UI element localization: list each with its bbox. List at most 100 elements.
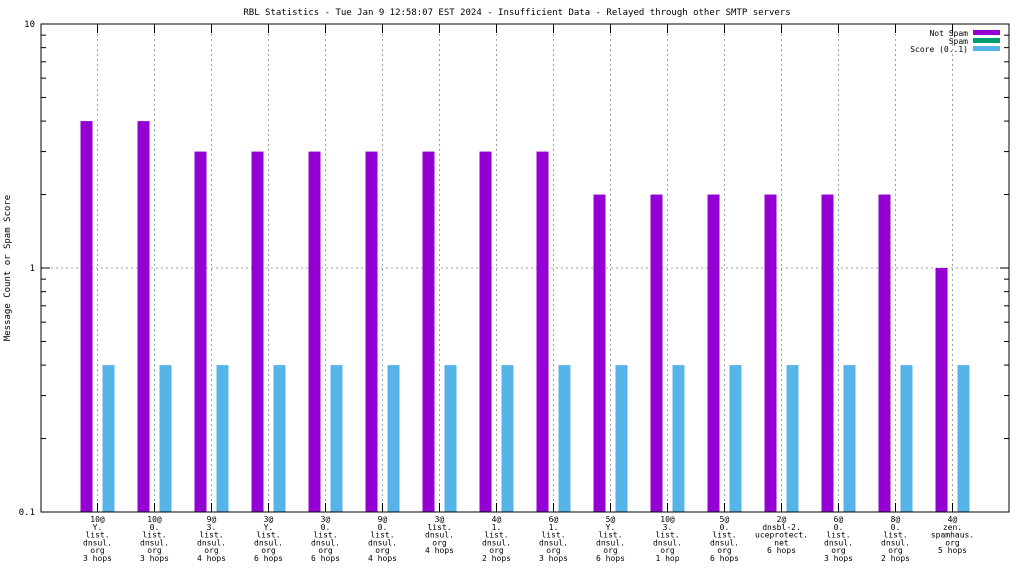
x-tick-label-line: org — [90, 546, 105, 555]
x-tick-label-line: 4 hops — [368, 554, 397, 563]
x-tick-label-line: 6 hops — [311, 554, 340, 563]
x-tick-label: 5@ Y. list. dnsul. org 6 hops — [596, 515, 625, 563]
x-tick-label-line: 1 hop — [655, 554, 679, 563]
grid-lines — [41, 24, 1009, 512]
bar-score-0-1 — [273, 365, 286, 512]
x-tick-label-line: org — [318, 546, 333, 555]
x-tick-label-line: 2@ — [777, 515, 787, 524]
x-tick-label-line: 4 hops — [197, 554, 226, 563]
bar-score-0-1 — [615, 365, 628, 512]
legend-swatch — [973, 38, 1000, 43]
bar-not-spam — [422, 151, 435, 513]
bar-not-spam — [536, 151, 549, 513]
bar-score-0-1 — [330, 365, 343, 512]
y-tick-label: 0.1 — [19, 508, 35, 518]
x-tick-label-line: 0. — [321, 523, 331, 532]
x-tick-label-line: 1. — [549, 523, 559, 532]
y-tick-labels: 0.1 1 10 — [19, 20, 35, 518]
x-tick-label-line: org — [888, 546, 903, 555]
x-tick-label-line: 10@ — [147, 515, 162, 524]
bar-not-spam — [137, 121, 150, 513]
x-tick-label-line: 5 hops — [938, 546, 967, 555]
x-tick-label-line: 3 hops — [83, 554, 112, 563]
bar-not-spam — [764, 194, 777, 512]
legend-swatch — [973, 46, 1000, 51]
x-tick-label: 4@ zen. spamhaus. org 5 hops — [931, 515, 974, 555]
x-tick-label-line: 0. — [834, 523, 844, 532]
x-tick-label-line: 5@ — [720, 515, 730, 524]
x-tick-label-line: 2 hops — [881, 554, 910, 563]
legend-label: Spam — [949, 37, 968, 46]
x-tick-label-line: dnsul. — [83, 538, 112, 547]
x-tick-label-line: dnsul. — [653, 538, 682, 547]
bar-not-spam — [935, 268, 948, 512]
bar-not-spam — [650, 194, 663, 512]
x-tick-label-line: dnsul. — [482, 538, 511, 547]
x-tick-label-line: 3@ — [264, 515, 274, 524]
x-tick-label-line: org — [204, 546, 219, 555]
x-tick-label-line: list. — [541, 531, 565, 540]
y-tick-label: 10 — [24, 20, 35, 30]
axis-ticks — [41, 23, 1009, 513]
x-tick-label-line: 3 hops — [140, 554, 169, 563]
bar-not-spam — [251, 151, 264, 513]
bar-not-spam — [479, 151, 492, 513]
x-tick-label-line: org — [546, 546, 561, 555]
x-tick-label-line: org — [831, 546, 846, 555]
y-axis-label: Message Count or Spam Score — [3, 195, 13, 341]
x-tick-label-line: list. — [199, 531, 223, 540]
x-tick-label-line: dnsul. — [824, 538, 853, 547]
x-tick-label-line: org — [717, 546, 732, 555]
bar-score-0-1 — [957, 365, 970, 512]
x-tick-label: 4@ 1. list. dnsul. org 2 hops — [482, 515, 511, 563]
bar-score-0-1 — [387, 365, 400, 512]
x-tick-label-line: list. — [85, 531, 109, 540]
x-tick-label-line: 1. — [492, 523, 502, 532]
x-tick-label-line: 6 hops — [710, 554, 739, 563]
x-tick-label-line: 6@ — [549, 515, 559, 524]
x-tick-label: 6@ 1. list. dnsul. org 3 hops — [539, 515, 568, 563]
x-tick-label-line: uceprotect. — [755, 531, 808, 540]
x-tick-label-line: list. — [712, 531, 736, 540]
x-tick-label-line: 2 hops — [482, 554, 511, 563]
x-tick-label-line: list. — [484, 531, 508, 540]
bar-not-spam — [308, 151, 321, 513]
x-tick-label-line: 3@ — [435, 515, 445, 524]
x-tick-label-line: Y. — [606, 523, 616, 532]
bar-score-0-1 — [444, 365, 457, 512]
x-tick-label-line: 10@ — [660, 515, 675, 524]
bar-not-spam — [194, 151, 207, 513]
bar-not-spam — [80, 121, 93, 513]
x-tick-label: 9@ 0. list. dnsul. org 4 hops — [368, 515, 397, 563]
x-tick-label-line: list. — [883, 531, 907, 540]
bar-score-0-1 — [558, 365, 571, 512]
x-tick-label-line: dnsul. — [710, 538, 739, 547]
bar-score-0-1 — [843, 365, 856, 512]
x-tick-label: 9@ 3. list. dnsul. org 4 hops — [197, 515, 226, 563]
x-tick-label-line: dnsul. — [197, 538, 226, 547]
x-tick-label-line: list. — [427, 523, 451, 532]
x-tick-label-line: Y. — [264, 523, 274, 532]
x-tick-label-line: list. — [313, 531, 337, 540]
x-tick-label-line: dnsul. — [368, 538, 397, 547]
bar-not-spam — [878, 194, 891, 512]
legend-label: Not Spam — [929, 29, 968, 38]
x-tick-label-line: list. — [655, 531, 679, 540]
bar-not-spam — [821, 194, 834, 512]
bar-score-0-1 — [501, 365, 514, 512]
x-tick-label-line: 8@ — [891, 515, 901, 524]
x-tick-label-line: 0. — [378, 523, 388, 532]
x-tick-label-line: 4@ — [492, 515, 502, 524]
x-tick-label-line: list. — [142, 531, 166, 540]
x-tick-label-line: dnsul. — [254, 538, 283, 547]
x-tick-label-line: dnsul. — [881, 538, 910, 547]
x-tick-label-line: 3 hops — [539, 554, 568, 563]
x-tick-label: 6@ 0. list. dnsul. org 3 hops — [824, 515, 853, 563]
x-tick-label-line: org — [603, 546, 618, 555]
x-tick-label-line: zen. — [943, 523, 962, 532]
x-tick-label-line: 0. — [150, 523, 160, 532]
x-tick-label-line: org — [945, 538, 960, 547]
